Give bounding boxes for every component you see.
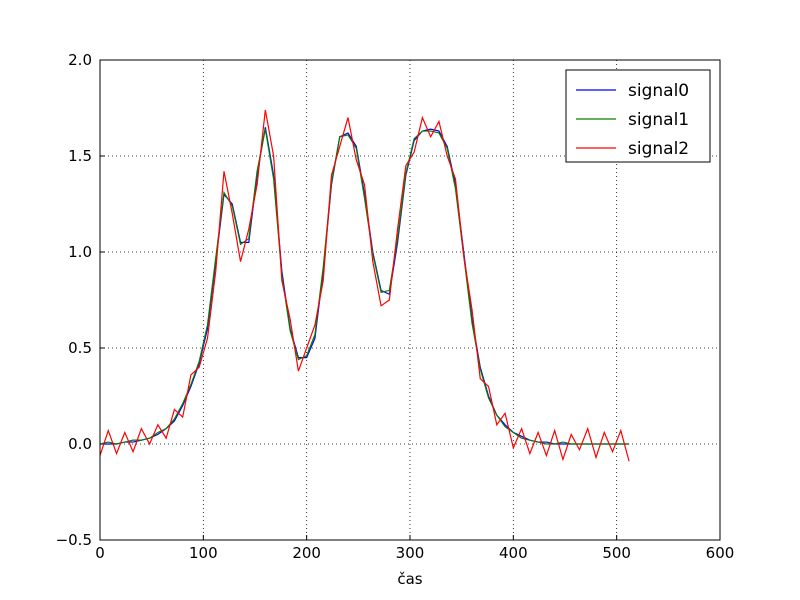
y-tick-label: 1.0 <box>68 243 92 261</box>
x-tick-label: 200 <box>292 544 321 562</box>
legend-box <box>565 69 711 163</box>
x-tick-label: 300 <box>396 544 425 562</box>
x-tick-label: 0 <box>95 544 105 562</box>
x-tick-label: 100 <box>189 544 218 562</box>
x-axis-label: čas <box>397 570 422 588</box>
legend: signal0 signal1 signal2 <box>565 69 711 163</box>
legend-label: signal0 <box>628 81 689 101</box>
y-tick-label: 2.0 <box>68 51 92 69</box>
y-tick-label: 1.5 <box>68 147 92 165</box>
legend-label: signal1 <box>628 110 689 130</box>
x-tick-label: 400 <box>499 544 528 562</box>
series-line <box>100 127 630 445</box>
x-tick-label: 500 <box>602 544 631 562</box>
y-tick-label: 0.5 <box>68 339 92 357</box>
y-tick-label: −0.5 <box>56 531 92 549</box>
series-line <box>99 109 630 462</box>
y-tick-label: 0.0 <box>68 435 92 453</box>
legend-label: signal2 <box>628 139 689 159</box>
plot-frame <box>99 59 721 541</box>
x-tick-label: 600 <box>706 544 735 562</box>
